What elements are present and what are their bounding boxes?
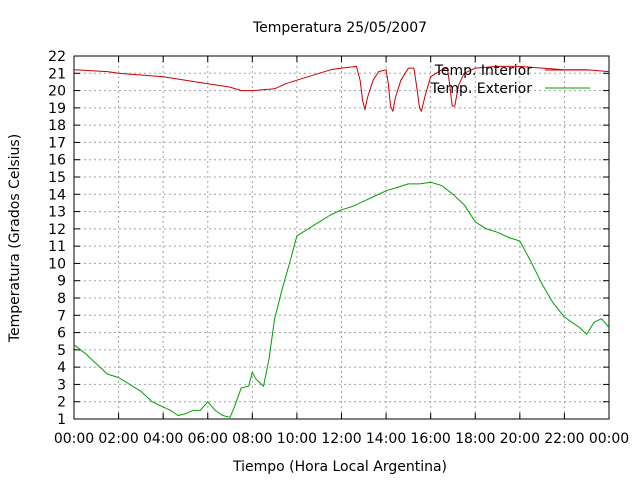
y-tick-label: 1 — [57, 412, 66, 428]
series-line-temp-interior — [73, 65, 610, 112]
y-tick-label: 13 — [48, 205, 66, 221]
y-tick-label: 2 — [57, 395, 66, 411]
x-axis-label: Tiempo (Hora Local Argentina) — [232, 459, 447, 475]
y-tick-label: 8 — [57, 291, 66, 307]
x-tick-label: 14:00 — [366, 431, 406, 447]
y-tick-label: 4 — [57, 360, 66, 376]
y-tick-label: 18 — [48, 118, 66, 134]
y-tick-label: 10 — [48, 256, 66, 272]
x-tick-label: 00:00 — [589, 431, 629, 447]
legend-label-temp-exterior: Temp. Exterior — [430, 81, 533, 97]
series-lines — [73, 65, 610, 418]
y-tick-label: 20 — [48, 84, 66, 100]
y-tick-label: 6 — [57, 326, 66, 342]
y-tick-label: 12 — [48, 222, 66, 238]
x-tick-label: 10:00 — [277, 431, 317, 447]
legend: Temp. Interior Temp. Exterior — [430, 63, 590, 97]
x-tick-label: 08:00 — [232, 431, 272, 447]
x-tick-label: 04:00 — [143, 431, 183, 447]
y-tick-label: 3 — [57, 377, 66, 393]
grid-lines — [74, 56, 609, 419]
chart-title: Temperatura 25/05/2007 — [252, 20, 427, 36]
y-tick-label: 9 — [57, 274, 66, 290]
y-tick-label: 11 — [48, 239, 66, 255]
series-line-temp-exterior — [73, 181, 610, 418]
y-tick-label: 14 — [48, 187, 66, 203]
y-tick-label: 17 — [48, 135, 66, 151]
axis-ticks — [73, 55, 610, 420]
legend-label-temp-interior: Temp. Interior — [434, 63, 533, 79]
y-tick-label: 15 — [48, 170, 66, 186]
tick-labels: 00:00 02:00 04:00 06:00 08:00 10:00 12:00 14:00… — [48, 49, 629, 447]
y-tick-label: 16 — [48, 153, 66, 169]
x-tick-label: 20:00 — [500, 431, 540, 447]
x-tick-label: 06:00 — [188, 431, 228, 447]
y-tick-label: 22 — [48, 49, 66, 65]
y-tick-label: 21 — [48, 66, 66, 82]
y-axis-label: Temperatura (Grados Celsius) — [7, 134, 23, 343]
x-tick-label: 16:00 — [410, 431, 450, 447]
x-tick-label: 22:00 — [544, 431, 584, 447]
y-tick-label: 19 — [48, 101, 66, 117]
x-tick-label: 02:00 — [98, 431, 138, 447]
x-tick-label: 12:00 — [321, 431, 361, 447]
x-tick-label: 00:00 — [54, 431, 94, 447]
y-tick-label: 5 — [57, 343, 66, 359]
y-tick-label: 7 — [57, 308, 66, 324]
x-tick-label: 18:00 — [455, 431, 495, 447]
